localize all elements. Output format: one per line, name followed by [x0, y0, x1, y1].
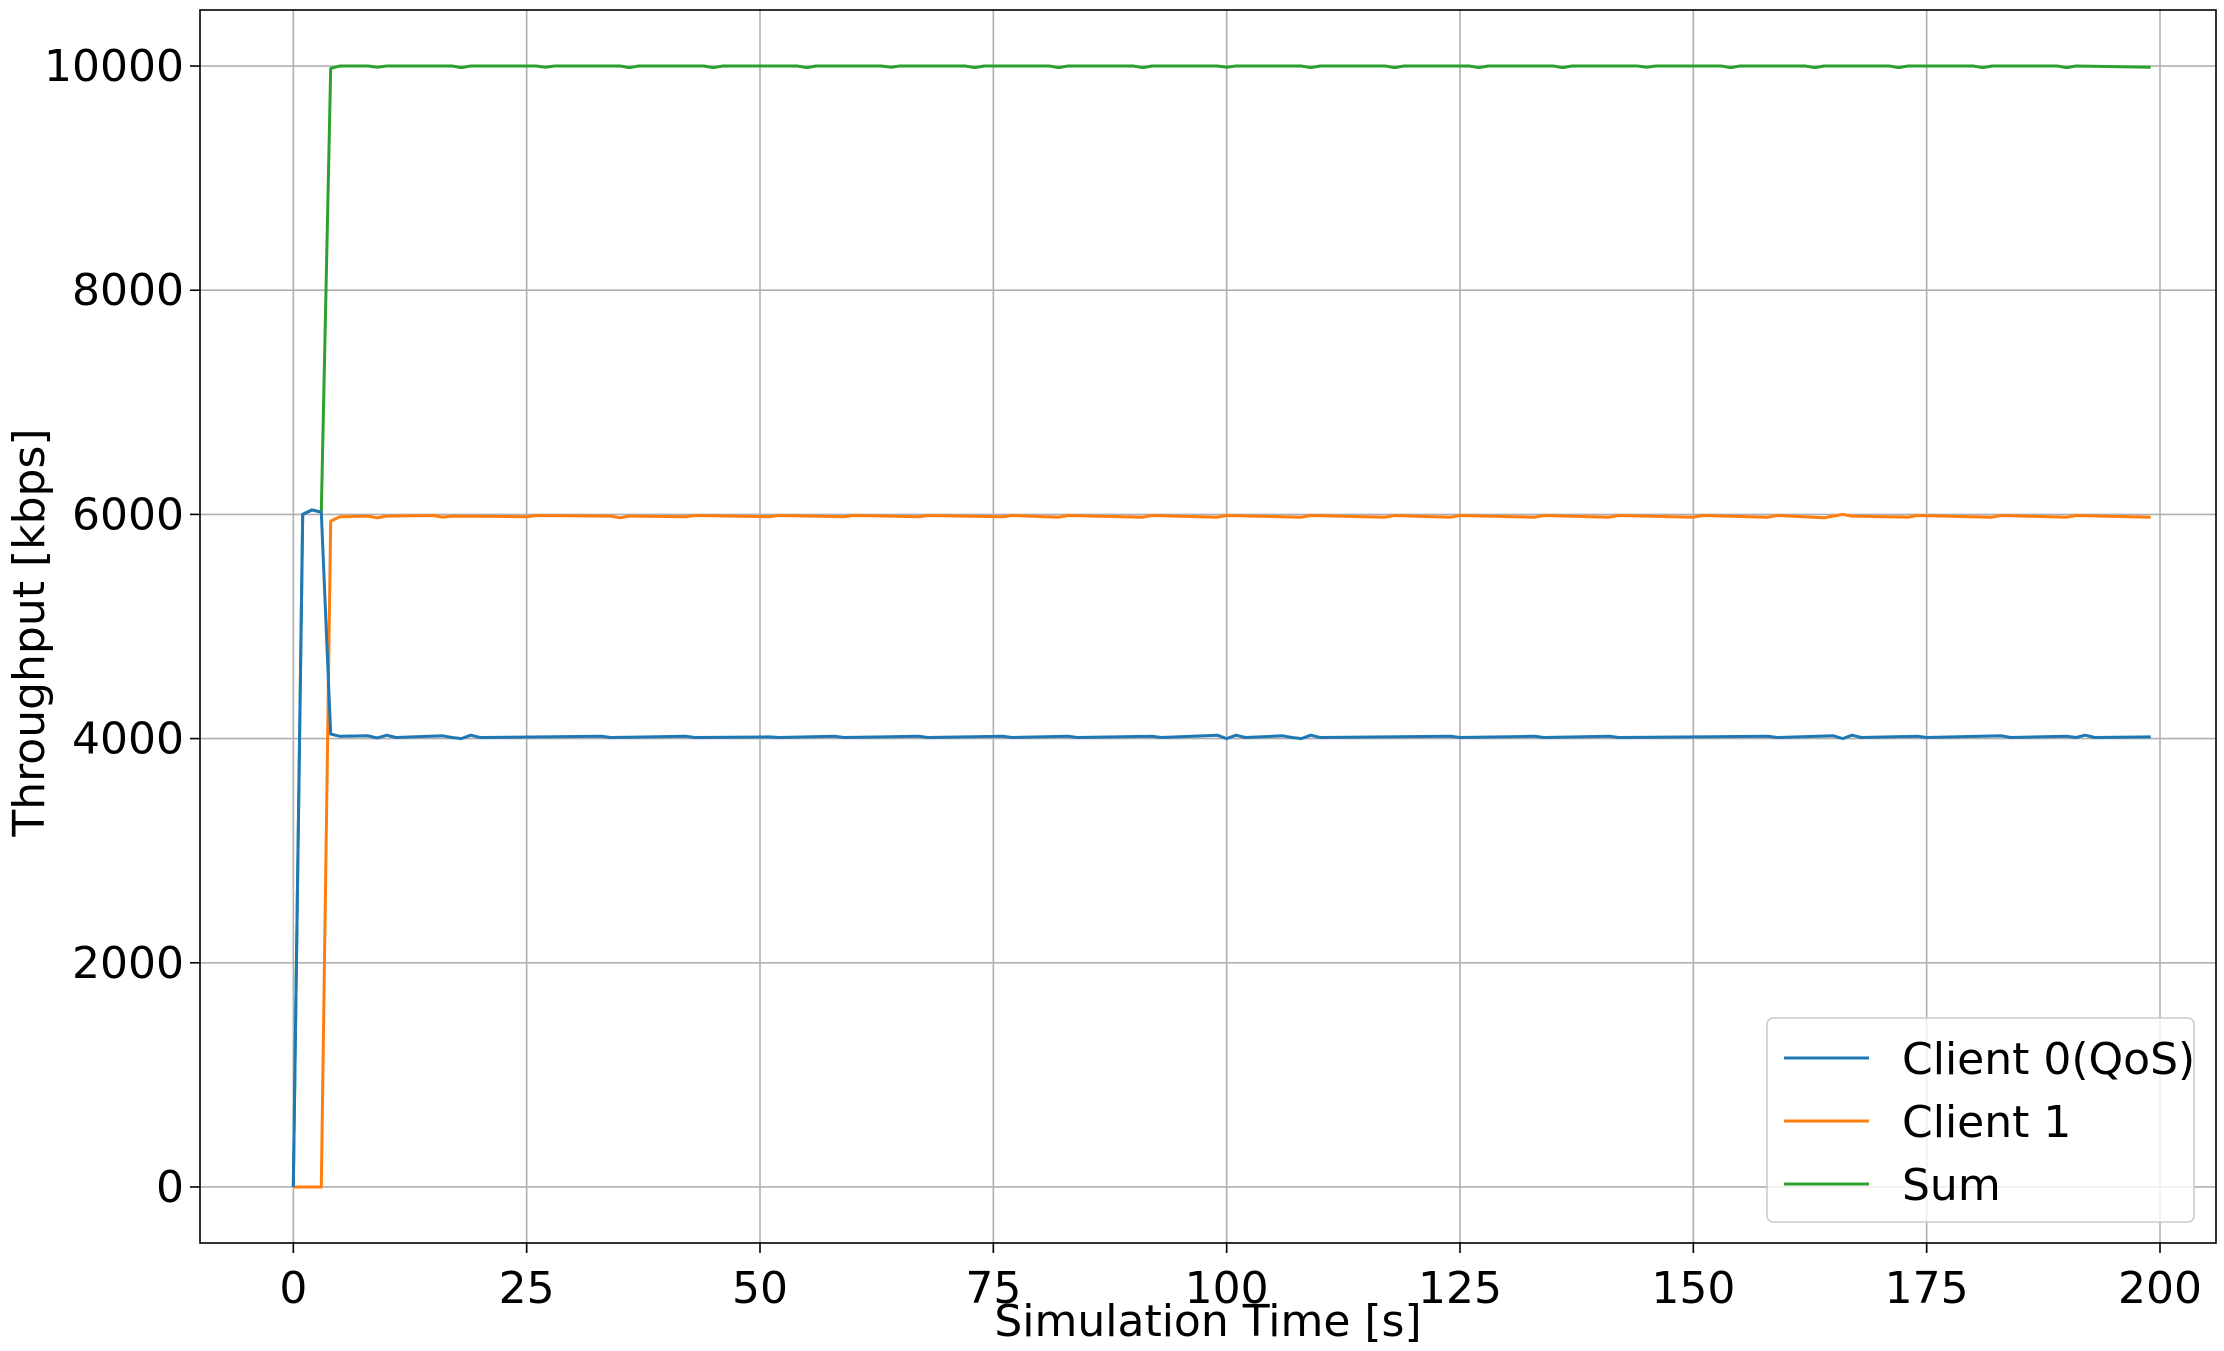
legend-label-client-0: Client 0(QoS)	[1902, 1034, 2195, 1085]
x-tick-label-150: 150	[1651, 1263, 1735, 1314]
series-line-0	[291, 508, 2151, 1188]
y-tick-label-0: 0	[156, 1162, 184, 1213]
y-axis-ticks: 0 2000 4000 6000 8000 10000	[44, 41, 200, 1213]
y-tick-label-6000: 6000	[72, 489, 184, 540]
x-axis-label: Simulation Time [s]	[994, 1296, 1421, 1347]
x-tick-label-0: 0	[279, 1263, 307, 1314]
x-tick-label-200: 200	[2118, 1263, 2202, 1314]
plot-frame	[199, 9, 2217, 1244]
x-tick-label-125: 125	[1418, 1263, 1502, 1314]
x-tick-label-25: 25	[499, 1263, 555, 1314]
y-axis-label: Throughput [kbps]	[4, 428, 55, 837]
x-tick-label-100: 100	[1185, 1263, 1269, 1314]
x-tick-label-75: 75	[965, 1263, 1021, 1314]
x-tick-label-50: 50	[732, 1263, 788, 1314]
x-axis-ticks: 0 25 50 75 100 125 150 175 200	[279, 1243, 2202, 1314]
y-tick-label-10000: 10000	[44, 41, 184, 92]
x-tick-label-175: 175	[1885, 1263, 1969, 1314]
series-line-2	[291, 64, 2151, 1188]
legend-box	[1766, 1017, 2195, 1223]
series-lines	[291, 64, 2151, 1189]
y-tick-label-8000: 8000	[72, 265, 184, 316]
series-line-1	[293, 512, 2151, 1189]
legend-label-client-1: Client 1	[1902, 1097, 2071, 1148]
y-tick-label-2000: 2000	[72, 938, 184, 989]
legend: Client 0(QoS) Client 1 Sum	[1766, 1017, 2195, 1223]
y-tick-label-4000: 4000	[72, 714, 184, 765]
legend-label-sum: Sum	[1902, 1160, 2001, 1211]
